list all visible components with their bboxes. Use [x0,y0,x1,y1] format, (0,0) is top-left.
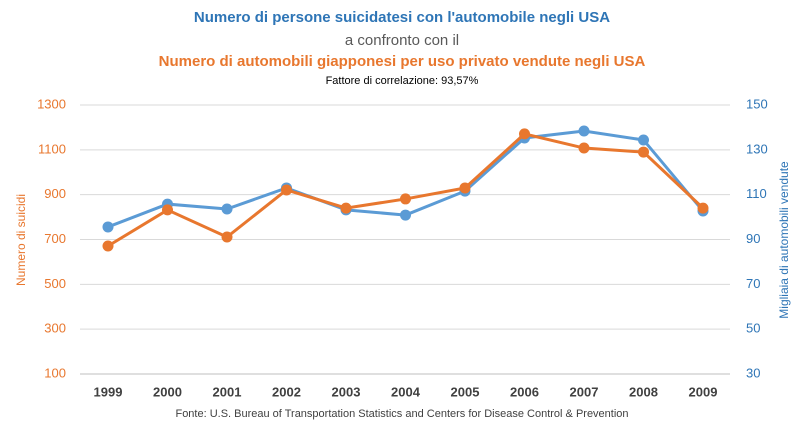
x-tick-label: 2007 [570,384,599,399]
data-point [519,128,530,140]
y-tick-label: 300 [44,321,66,336]
title-secondary: Numero di automobili giapponesi per uso … [159,53,646,70]
x-tick-label: 2000 [153,384,182,399]
y-tick-label: 1100 [38,141,66,156]
data-point [221,203,233,215]
data-point [102,221,114,233]
data-point [638,134,649,146]
y-tick-label: 900 [44,186,66,201]
y2-tick-label: 150 [746,96,768,111]
y2-tick-label: 70 [746,276,760,291]
data-point [697,202,709,214]
x-tick-label: 2001 [213,384,242,399]
y-tick-label: 100 [44,365,66,380]
data-point [400,193,411,205]
series-line [107,132,705,248]
title-connector: a confronto con il [345,32,459,49]
data-point [578,142,590,154]
chart-title: Numero di persone suicidatesi con l'auto… [194,9,610,26]
data-point [459,182,471,194]
y-tick-label: 500 [44,276,66,291]
x-tick-label: 2009 [689,384,718,399]
subtitle: Fattore di correlazione: 93,57% [326,75,479,87]
x-tick-label: 2005 [451,384,480,399]
source-note: Fonte: U.S. Bureau of Transportation Sta… [175,408,628,420]
data-point [340,202,352,214]
data-point [638,146,649,158]
data-point [281,184,292,196]
data-point [162,204,173,216]
y-tick-label: 1300 [37,96,66,111]
y-axis-title: Numero di suicidi [14,194,28,286]
x-tick-label: 2003 [332,384,361,399]
data-point [221,231,233,243]
data-point [578,125,590,137]
x-tick-label: 2006 [510,384,539,399]
y2-tick-label: 30 [746,365,760,380]
y2-tick-label: 90 [746,231,760,246]
x-tick-label: 2002 [272,384,301,399]
y-tick-label: 700 [44,231,66,246]
x-tick-label: 1999 [94,384,123,399]
y2-axis-title: Migliaia di automobili vendute [777,161,791,319]
y2-tick-label: 110 [746,186,767,201]
x-tick-label: 2008 [629,384,658,399]
y2-tick-label: 50 [746,321,760,336]
x-tick-label: 2004 [391,384,421,399]
data-point [400,209,411,221]
y2-tick-label: 130 [746,141,768,156]
data-point [102,240,114,252]
